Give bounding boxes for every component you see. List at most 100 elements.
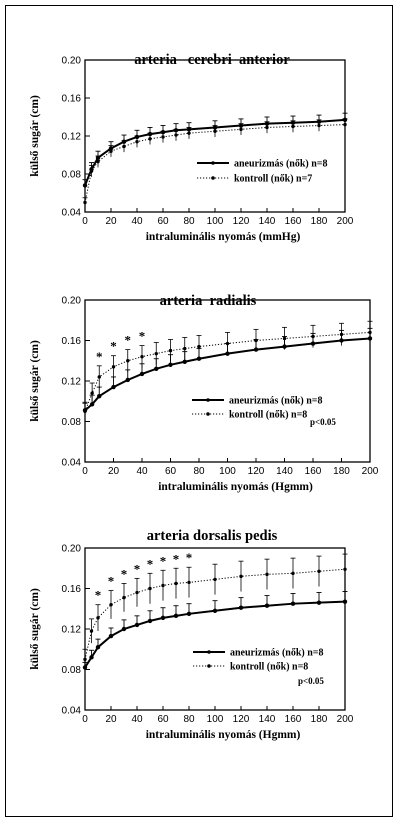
legend-label: aneurizmás (nők) n=8 bbox=[230, 648, 323, 659]
data-point bbox=[342, 599, 348, 604]
x-tick-label: 80 bbox=[183, 216, 195, 227]
legend-marker bbox=[207, 650, 211, 654]
data-point bbox=[174, 581, 178, 586]
series-kontroll bbox=[82, 553, 348, 670]
x-tick-label: 120 bbox=[248, 466, 265, 477]
data-point bbox=[197, 344, 201, 349]
y-tick-label: 0.16 bbox=[62, 336, 82, 347]
legend-label: aneurizmás (nők) n=8 bbox=[234, 159, 327, 170]
legend-label: kontroll (nők) n=8 bbox=[230, 662, 308, 673]
chart-2: 0.04 0.08 0.12 0.16 0.20 0 20 40 60 80 100 120 140 16… bbox=[29, 293, 379, 493]
significance-star: * bbox=[147, 556, 154, 571]
significance-star: * bbox=[95, 588, 102, 603]
x-tick-label: 100 bbox=[207, 714, 224, 725]
y-tick-label: 0.08 bbox=[62, 170, 82, 181]
data-point bbox=[160, 615, 166, 621]
x-tick-label: 80 bbox=[183, 714, 195, 725]
data-point bbox=[95, 645, 101, 650]
y-tick-label: 0.04 bbox=[62, 458, 82, 469]
data-point bbox=[238, 605, 244, 610]
x-axis-label: intraluminális nyomás (mmHg) bbox=[146, 231, 301, 243]
data-point bbox=[82, 183, 88, 188]
y-tick-label: 0.16 bbox=[62, 584, 82, 595]
data-point bbox=[161, 135, 165, 139]
series-kontroll bbox=[82, 320, 373, 420]
data-point bbox=[225, 341, 230, 346]
y-tick-label: 0.04 bbox=[62, 208, 82, 219]
y-tick-label: 0.20 bbox=[62, 296, 82, 307]
data-point bbox=[339, 332, 344, 337]
data-point bbox=[343, 567, 347, 571]
data-point bbox=[108, 633, 114, 639]
data-point bbox=[282, 336, 287, 341]
x-tick-label: 180 bbox=[311, 216, 328, 227]
x-tick-label: 60 bbox=[157, 714, 169, 725]
data-point bbox=[125, 377, 130, 383]
y-tick-label: 0.04 bbox=[62, 706, 82, 717]
data-point bbox=[291, 124, 295, 129]
data-point bbox=[134, 622, 140, 628]
data-point bbox=[139, 371, 145, 377]
data-point bbox=[121, 626, 127, 632]
x-tick-label: 180 bbox=[311, 714, 328, 725]
x-tick-label: 40 bbox=[131, 216, 143, 227]
significance-star: * bbox=[121, 566, 128, 581]
y-tick-label: 0.20 bbox=[62, 56, 82, 67]
data-point bbox=[83, 409, 87, 414]
legend-marker bbox=[206, 412, 210, 416]
legend-marker bbox=[206, 398, 210, 402]
x-tick-label: 160 bbox=[285, 216, 302, 227]
data-point bbox=[212, 608, 218, 613]
data-point bbox=[182, 359, 187, 364]
legend-label: kontroll (nők) n=8 bbox=[229, 410, 307, 421]
data-point bbox=[97, 393, 102, 399]
data-point bbox=[265, 125, 269, 130]
x-tick-label: 80 bbox=[193, 466, 205, 477]
x-tick-label: 140 bbox=[276, 466, 293, 477]
chart-title: arteria dorsalis pedis bbox=[147, 528, 278, 544]
y-tick-label: 0.16 bbox=[62, 94, 82, 105]
significance-star: * bbox=[125, 333, 132, 348]
series-line bbox=[84, 600, 346, 669]
p-value-annotation: p<0.05 bbox=[298, 676, 324, 686]
y-tick-label: 0.12 bbox=[62, 132, 82, 143]
series-kontroll bbox=[82, 118, 348, 208]
data-point bbox=[173, 613, 179, 619]
x-tick-label: 200 bbox=[362, 466, 379, 477]
data-point bbox=[111, 384, 116, 390]
significance-star: * bbox=[134, 561, 141, 576]
x-tick-label: 60 bbox=[165, 466, 177, 477]
y-axis-label: külső sugár (cm) bbox=[29, 588, 41, 670]
p-value-annotation: p<0.05 bbox=[310, 417, 336, 427]
significance-star: * bbox=[160, 553, 167, 568]
legend-marker bbox=[211, 161, 215, 165]
data-point bbox=[97, 375, 101, 379]
x-tick-label: 180 bbox=[333, 466, 350, 477]
data-point bbox=[213, 577, 217, 582]
data-point bbox=[135, 140, 139, 144]
significance-star: * bbox=[139, 329, 146, 344]
data-point bbox=[89, 402, 95, 407]
x-tick-label: 140 bbox=[259, 216, 276, 227]
x-tick-label: 120 bbox=[233, 216, 250, 227]
figure-frame bbox=[5, 5, 393, 817]
x-tick-label: 20 bbox=[105, 216, 117, 227]
legend-label: aneurizmás (nők) n=8 bbox=[229, 396, 322, 407]
data-point bbox=[187, 131, 191, 135]
chart-3: 0.04 0.08 0.12 0.16 0.20 0 20 40 60 80 100 120 140 16… bbox=[29, 528, 354, 741]
chart-1: 0.04 0.08 0.12 0.16 0.20 0 20 40 60 80 100 120 140 16… bbox=[29, 52, 354, 243]
data-point bbox=[239, 574, 243, 579]
y-tick-label: 0.20 bbox=[62, 544, 82, 555]
data-point bbox=[265, 572, 269, 577]
x-tick-label: 0 bbox=[82, 216, 88, 227]
legend-label: kontroll (nők) n=7 bbox=[234, 174, 312, 185]
y-tick-label: 0.12 bbox=[62, 377, 82, 388]
x-tick-label: 160 bbox=[285, 714, 302, 725]
data-point bbox=[168, 348, 173, 353]
data-point bbox=[109, 603, 113, 607]
y-tick-label: 0.12 bbox=[62, 625, 82, 636]
data-point bbox=[83, 657, 87, 662]
data-point bbox=[122, 144, 126, 149]
chart-title: arteria cerebri anterior bbox=[134, 52, 290, 68]
x-tick-label: 40 bbox=[131, 714, 143, 725]
